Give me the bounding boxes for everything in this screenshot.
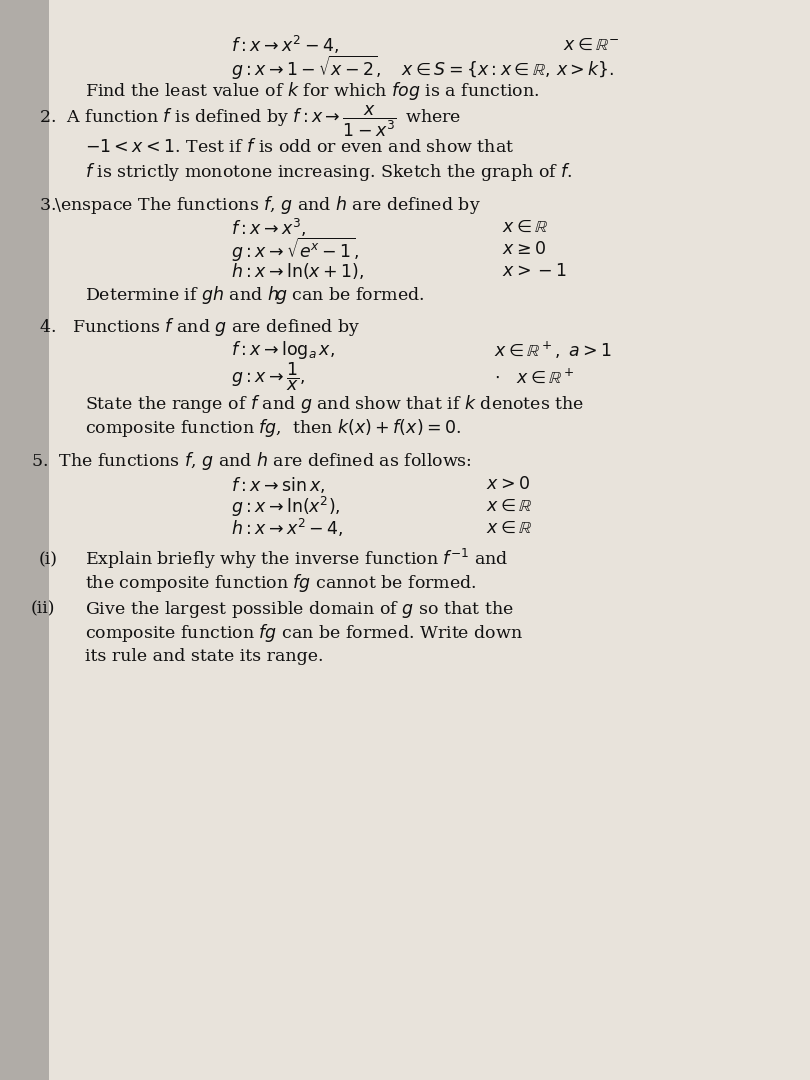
Text: $h: x \rightarrow x^2 - 4,$: $h: x \rightarrow x^2 - 4,$	[231, 517, 343, 539]
Text: Determine if $gh$ and $h\!g$ can be formed.: Determine if $gh$ and $h\!g$ can be form…	[85, 284, 424, 306]
Text: $f: x \rightarrow \log_a x,$: $f: x \rightarrow \log_a x,$	[231, 339, 335, 361]
Text: Find the least value of $k$ for which $fog$ is a function.: Find the least value of $k$ for which $f…	[85, 80, 539, 102]
Text: composite function $fg$,  then $k(x) + f(x) = 0$.: composite function $fg$, then $k(x) + f(…	[85, 417, 461, 438]
Text: (ii): (ii)	[31, 600, 55, 618]
Text: Explain briefly why the inverse function $f^{-1}$ and: Explain briefly why the inverse function…	[85, 548, 509, 571]
Text: $f$ is strictly monotone increasing. Sketch the graph of $f$.: $f$ is strictly monotone increasing. Ske…	[85, 161, 573, 183]
Text: $x \in \mathbb{R}$: $x \in \mathbb{R}$	[486, 519, 532, 537]
Text: $x \in \mathbb{R}^+,\; a > 1$: $x \in \mathbb{R}^+,\; a > 1$	[494, 339, 612, 361]
Text: $x \in \mathbb{R}^{-}$: $x \in \mathbb{R}^{-}$	[563, 37, 620, 54]
Bar	[0, 0, 49, 1080]
Text: $x > 0$: $x > 0$	[486, 476, 530, 494]
Text: its rule and state its range.: its rule and state its range.	[85, 648, 323, 665]
Text: $x \in \mathbb{R}$: $x \in \mathbb{R}$	[486, 498, 532, 515]
Text: (i): (i)	[39, 551, 58, 568]
Text: $\cdot \quad x \in \mathbb{R}^+$: $\cdot \quad x \in \mathbb{R}^+$	[494, 367, 575, 387]
Text: $-1 < x < 1$. Test if $f$ is odd or even and show that: $-1 < x < 1$. Test if $f$ is odd or even…	[85, 138, 514, 156]
Text: composite function $fg$ can be formed. Write down: composite function $fg$ can be formed. W…	[85, 622, 523, 644]
Text: $f: x \rightarrow x^2 - 4,$: $f: x \rightarrow x^2 - 4,$	[231, 35, 339, 56]
Text: 5.  The functions $f$, $g$ and $h$ are defined as follows:: 5. The functions $f$, $g$ and $h$ are de…	[31, 450, 471, 472]
Text: $g: x \rightarrow \sqrt{e^x - 1},$: $g: x \rightarrow \sqrt{e^x - 1},$	[231, 235, 359, 264]
Text: $g: x \rightarrow 1 - \sqrt{x-2},\quad x \in S = \{x: x \in \mathbb{R},\, x > k\: $g: x \rightarrow 1 - \sqrt{x-2},\quad x…	[231, 54, 614, 82]
Text: Give the largest possible domain of $g$ so that the: Give the largest possible domain of $g$ …	[85, 598, 514, 620]
Text: $h: x \rightarrow \ln(x + 1),$: $h: x \rightarrow \ln(x + 1),$	[231, 261, 364, 281]
Text: $f: x \rightarrow x^3,$: $f: x \rightarrow x^3,$	[231, 217, 306, 239]
Text: the composite function $fg$ cannot be formed.: the composite function $fg$ cannot be fo…	[85, 572, 477, 594]
Text: $f: x \rightarrow \sin x,$: $f: x \rightarrow \sin x,$	[231, 475, 325, 495]
Text: 3.\enspace The functions $f$, $g$ and $h$ are defined by: 3.\enspace The functions $f$, $g$ and $h…	[39, 194, 480, 216]
Text: $g: x \rightarrow \dfrac{1}{x},$: $g: x \rightarrow \dfrac{1}{x},$	[231, 361, 305, 393]
Text: 4.   Functions $f$ and $g$ are defined by: 4. Functions $f$ and $g$ are defined by	[39, 316, 360, 338]
Text: $x \in \mathbb{R}$: $x \in \mathbb{R}$	[502, 219, 548, 237]
Text: $g: x \rightarrow \ln(x^2),$: $g: x \rightarrow \ln(x^2),$	[231, 495, 340, 518]
Text: State the range of $f$ and $g$ and show that if $k$ denotes the: State the range of $f$ and $g$ and show …	[85, 393, 584, 415]
Text: $x \geq 0$: $x \geq 0$	[502, 241, 546, 258]
Text: 2.  A function $f$ is defined by $f: x \rightarrow \dfrac{x}{1-x^3}\,$ where: 2. A function $f$ is defined by $f: x \r…	[39, 104, 461, 138]
Text: $x > -1$: $x > -1$	[502, 262, 567, 280]
